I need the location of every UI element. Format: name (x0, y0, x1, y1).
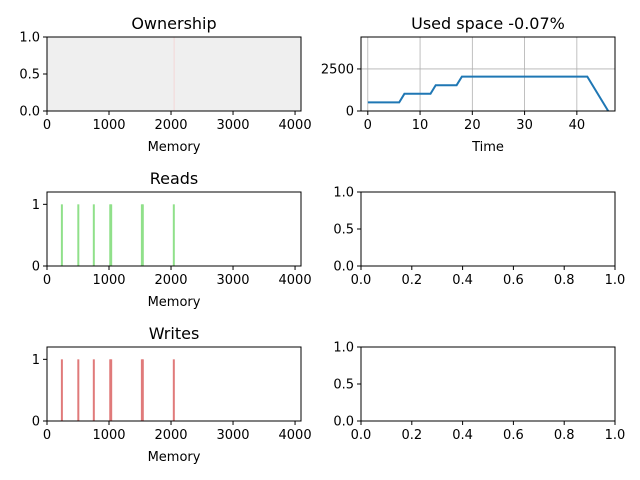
y-tick-label: 2500 (321, 62, 354, 77)
x-axis-label: Time (471, 140, 504, 155)
x-tick-label: 2000 (154, 428, 187, 443)
axes-frame (360, 191, 616, 267)
x-tick-label: 1.0 (605, 428, 626, 443)
x-tick-label: 4000 (279, 118, 312, 133)
x-tick-label: 20 (464, 118, 481, 133)
x-axis-label: Memory (148, 140, 201, 155)
chart-title: Ownership (131, 14, 216, 33)
bar (60, 359, 63, 421)
y-tick-label: 0.5 (333, 378, 354, 393)
x-tick-label: 0.0 (351, 428, 372, 443)
bar (92, 204, 95, 266)
axes-frame (360, 346, 616, 422)
x-tick-label: 30 (516, 118, 533, 133)
chart-title: Used space -0.07% (411, 14, 565, 33)
x-tick-label: 0 (43, 273, 51, 288)
x-tick-label: 0.4 (452, 273, 473, 288)
x-tick-label: 4000 (279, 428, 312, 443)
y-tick-label: 0 (346, 105, 354, 120)
x-tick-label: 40 (569, 118, 586, 133)
bar (141, 359, 144, 421)
x-tick-label: 3000 (216, 273, 249, 288)
bar (172, 204, 175, 266)
axes-frame (46, 346, 302, 422)
bar (60, 204, 63, 266)
x-tick-label: 1000 (92, 118, 125, 133)
y-tick-label: 0 (32, 415, 40, 430)
y-tick-label: 0.5 (19, 68, 40, 83)
x-tick-label: 0.6 (503, 273, 524, 288)
y-tick-label: 0.5 (333, 223, 354, 238)
chart-empty-1: 0.0 0.2 0.4 0.6 0.8 1.0 0.0 0.5 1.0 (333, 186, 625, 289)
axes-frame (360, 36, 616, 112)
x-tick-label: 0.2 (401, 273, 422, 288)
y-tick-label: 1.0 (19, 31, 40, 46)
chart-reads: 0 1000 2000 3000 4000 0 1 Reads Memory (32, 169, 312, 310)
axes-frame (46, 191, 302, 267)
chart-title: Writes (149, 324, 200, 343)
x-tick-label: 0.0 (351, 273, 372, 288)
bar (77, 204, 80, 266)
x-tick-label: 0 (364, 118, 372, 133)
y-tick-label: 1 (32, 198, 40, 213)
y-tick-label: 1 (32, 353, 40, 368)
bar (92, 359, 95, 421)
x-tick-label: 4000 (279, 273, 312, 288)
x-tick-label: 3000 (216, 428, 249, 443)
x-tick-label: 1.0 (605, 273, 626, 288)
x-tick-label: 0.2 (401, 428, 422, 443)
x-tick-label: 0.4 (452, 428, 473, 443)
chart-used-space: 0 10 20 30 40 0 2500 Used space -0.07% Time (321, 14, 616, 155)
y-tick-label: 0.0 (333, 415, 354, 430)
y-tick-label: 0.0 (19, 105, 40, 120)
bar (110, 359, 113, 421)
y-tick-label: 0 (32, 260, 40, 275)
y-tick-label: 1.0 (333, 341, 354, 356)
x-tick-label: 2000 (154, 273, 187, 288)
x-tick-label: 3000 (216, 118, 249, 133)
x-tick-label: 0.8 (554, 273, 575, 288)
x-tick-label: 1000 (92, 273, 125, 288)
bar (110, 204, 113, 266)
x-tick-label: 0.8 (554, 428, 575, 443)
y-tick-label: 0.0 (333, 260, 354, 275)
x-tick-label: 1000 (92, 428, 125, 443)
bar (141, 204, 144, 266)
x-tick-label: 2000 (154, 118, 187, 133)
x-tick-label: 0 (43, 118, 51, 133)
series-line (367, 75, 610, 112)
x-axis-label: Memory (148, 450, 201, 465)
x-tick-label: 0 (43, 428, 51, 443)
y-tick-label: 1.0 (333, 186, 354, 201)
x-axis-label: Memory (148, 295, 201, 310)
chart-writes: 0 1000 2000 3000 4000 0 1 Writes Memory (32, 324, 312, 465)
chart-title: Reads (150, 169, 199, 188)
x-tick-label: 0.6 (503, 428, 524, 443)
bar (172, 359, 175, 421)
chart-empty-2: 0.0 0.2 0.4 0.6 0.8 1.0 0.0 0.5 1.0 (333, 341, 625, 444)
x-tick-label: 10 (412, 118, 429, 133)
chart-ownership: 0 1000 2000 3000 4000 0.0 0.5 1.0 Ownership Memor… (19, 14, 311, 155)
bar (77, 359, 80, 421)
